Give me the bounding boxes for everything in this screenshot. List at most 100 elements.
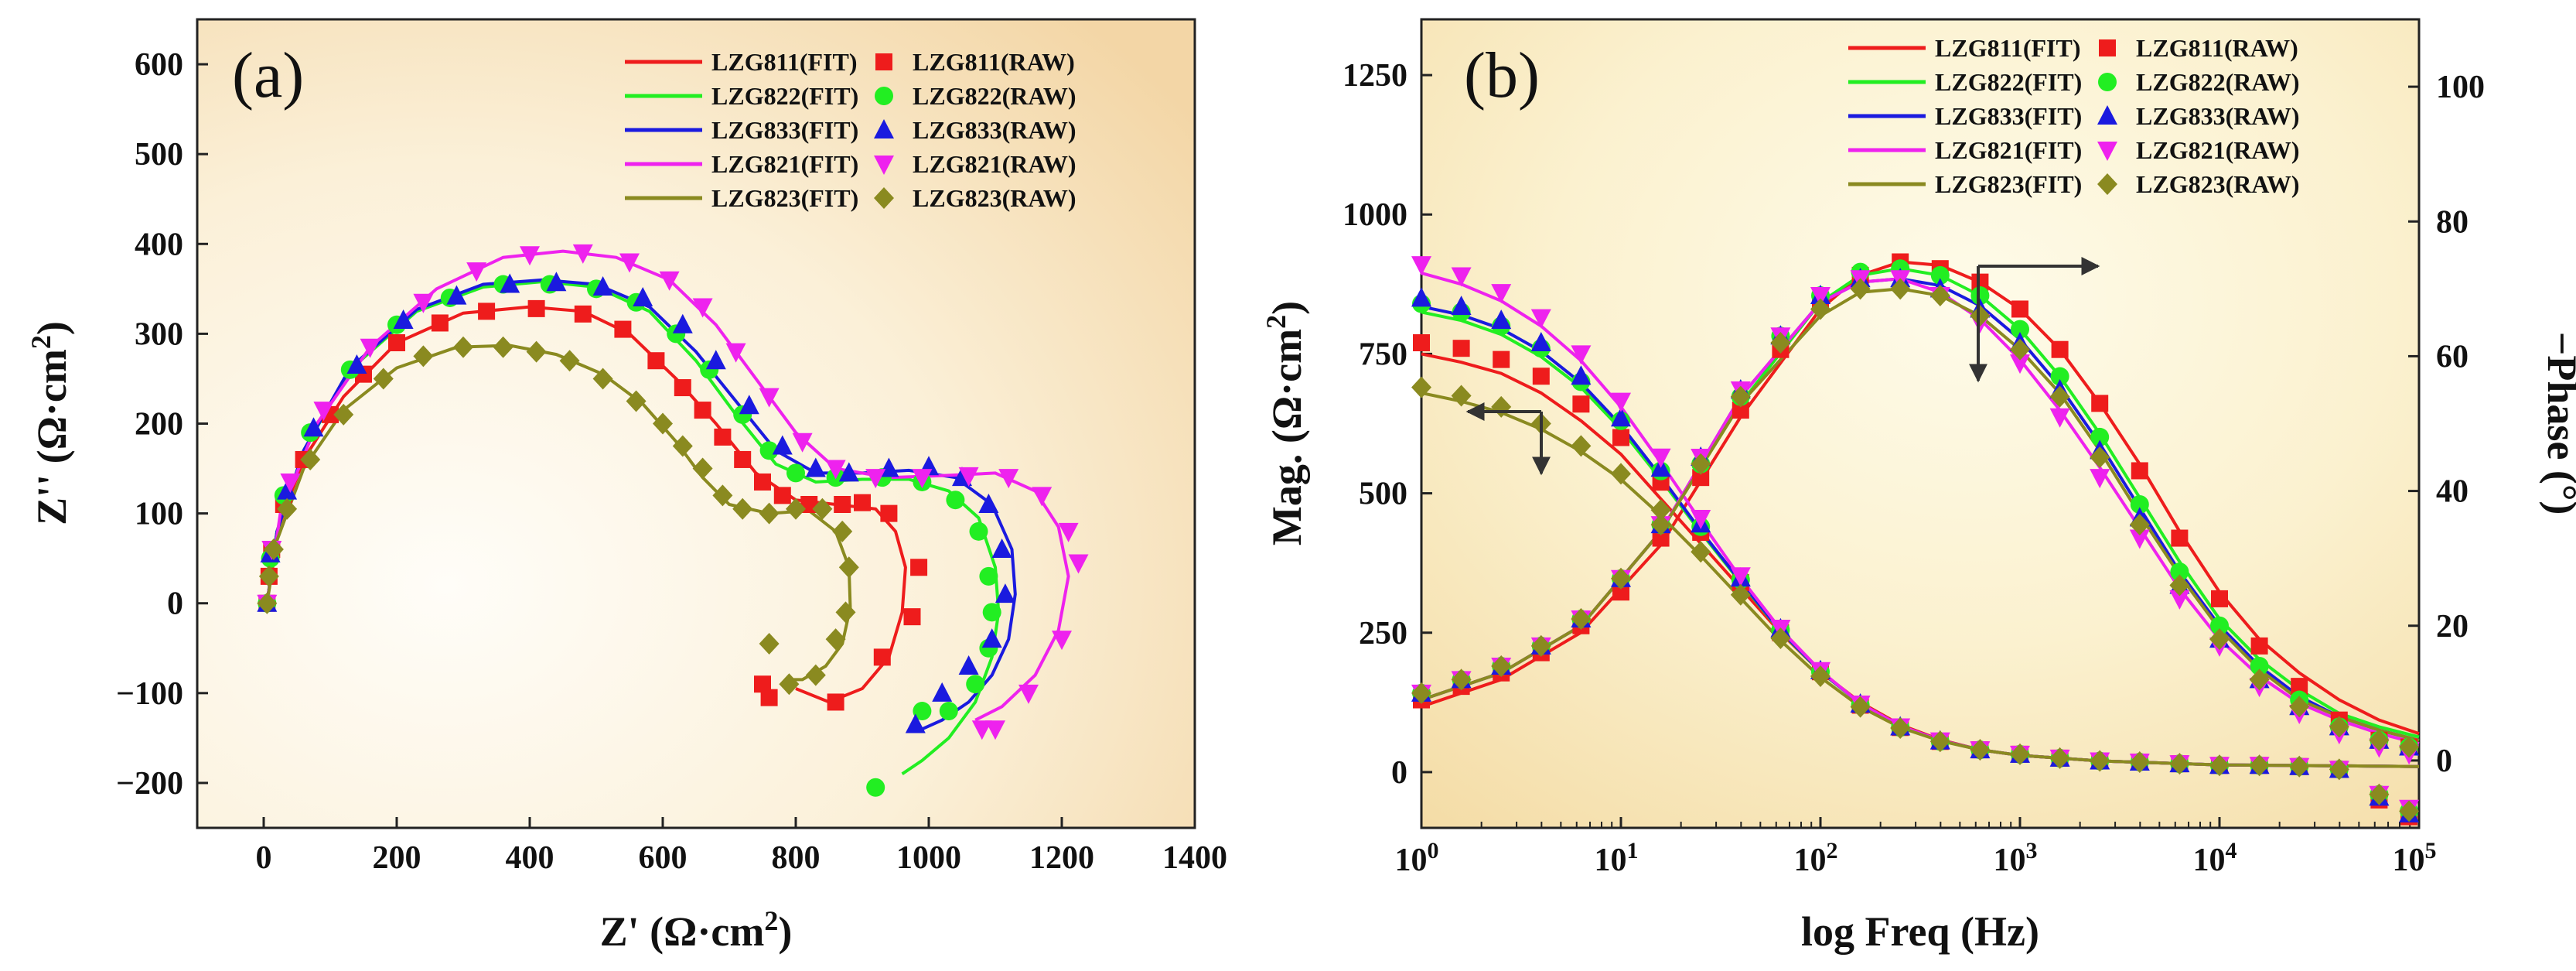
phase-raw-point-lzg823 bbox=[1810, 298, 1830, 320]
legend-fit-label-lzg821: LZG821(FIT) bbox=[711, 150, 858, 178]
y-tick-label: 200 bbox=[135, 407, 183, 443]
mag-raw-point-lzg823 bbox=[1730, 583, 1751, 606]
panel-a-y-axis-title: Z'' (Ω·cm2) bbox=[26, 321, 75, 525]
mag-raw-point-lzg821 bbox=[1650, 448, 1671, 468]
mag-raw-point-lzg823 bbox=[2399, 800, 2420, 822]
raw-point-lzg823 bbox=[592, 368, 613, 390]
phase-raw-point-lzg823 bbox=[2329, 716, 2349, 738]
phase-raw-point-lzg811 bbox=[1652, 529, 1670, 547]
y-tick-label: 500 bbox=[135, 137, 183, 173]
raw-point-lzg823 bbox=[835, 601, 856, 624]
mag-raw-point-lzg823 bbox=[1970, 739, 1991, 761]
legend-raw-label-lzg821: LZG821(RAW) bbox=[913, 150, 1076, 178]
raw-point-lzg833 bbox=[633, 286, 653, 306]
raw-point-lzg821 bbox=[759, 388, 780, 408]
panel-a-label: (a) bbox=[232, 39, 304, 111]
mag-raw-point-lzg821 bbox=[1571, 345, 1592, 365]
x-tick-label: 1000 bbox=[896, 840, 961, 876]
panel-b: 100 101 102 103 104 105 0 250 500 750 1000 1250 0 20 4… bbox=[1261, 18, 2576, 955]
mag-raw-point-lzg823 bbox=[1691, 541, 1711, 563]
phase-raw-point-lzg823 bbox=[2399, 736, 2420, 758]
phase-raw-point-lzg811 bbox=[2091, 395, 2109, 412]
panel-b-annotation-arrows bbox=[1465, 257, 2100, 476]
legend-raw-marker-lzg823 bbox=[874, 187, 894, 209]
raw-point-lzg821 bbox=[958, 467, 979, 487]
raw-point-lzg823 bbox=[559, 350, 580, 372]
mag-raw-point-lzg823 bbox=[2129, 750, 2150, 773]
raw-point-lzg833 bbox=[805, 457, 826, 477]
raw-point-lzg833 bbox=[981, 628, 1002, 648]
raw-point-lzg811 bbox=[903, 608, 921, 626]
raw-point-lzg833 bbox=[978, 494, 999, 513]
legend-raw-label-lzg823: LZG823(RAW) bbox=[2136, 170, 2300, 198]
raw-point-lzg811 bbox=[614, 320, 632, 338]
phase-raw-point-lzg823 bbox=[1730, 385, 1751, 408]
legend-raw-marker-lzg821 bbox=[2097, 142, 2117, 161]
raw-point-lzg823 bbox=[759, 502, 780, 525]
raw-point-lzg833 bbox=[672, 313, 693, 333]
raw-point-lzg823 bbox=[812, 497, 833, 520]
raw-point-lzg823 bbox=[732, 497, 753, 520]
raw-point-lzg821 bbox=[1058, 522, 1079, 542]
raw-point-lzg821 bbox=[971, 720, 992, 740]
panel-a-ticks: 0 200 400 600 800 1000 1200 1400 −200 −100 0 100 200… bbox=[116, 47, 1227, 876]
legend-fit-label-lzg833: LZG833(FIT) bbox=[1935, 102, 2082, 130]
raw-point-lzg822 bbox=[966, 675, 985, 694]
mag-raw-point-lzg823 bbox=[2169, 753, 2190, 775]
x-tick-label: 103 bbox=[1994, 838, 2038, 879]
legend-fit-label-lzg822: LZG822(FIT) bbox=[711, 82, 858, 110]
legend-raw-label-lzg811: LZG811(RAW) bbox=[2136, 34, 2298, 62]
panel-a-x-axis-title: Z' (Ω·cm2) bbox=[600, 905, 793, 955]
raw-point-lzg823 bbox=[825, 628, 846, 651]
phase-raw-point-lzg823 bbox=[2289, 696, 2310, 718]
raw-point-lzg821 bbox=[1018, 684, 1039, 704]
phase-raw-point-lzg823 bbox=[1929, 285, 1950, 307]
mag-raw-point-lzg811 bbox=[1452, 340, 1470, 357]
y-tick-label: 0 bbox=[167, 586, 183, 622]
raw-point-lzg833 bbox=[446, 285, 467, 305]
raw-point-lzg811 bbox=[760, 689, 778, 706]
phase-raw-point-lzg821 bbox=[2090, 469, 2110, 489]
mag-raw-point-lzg823 bbox=[2369, 783, 2390, 805]
phase-raw-point-lzg811 bbox=[2211, 590, 2228, 607]
raw-point-lzg823 bbox=[373, 368, 394, 390]
raw-point-lzg823 bbox=[453, 336, 473, 358]
raw-point-lzg821 bbox=[360, 338, 380, 358]
y-tick-label: 1250 bbox=[1343, 58, 1407, 94]
phase-raw-point-lzg823 bbox=[2010, 338, 2030, 361]
legend-fit-label-lzg821: LZG821(FIT) bbox=[1935, 136, 2082, 164]
raw-point-lzg821 bbox=[912, 469, 933, 489]
panel-b-x-axis-title: log Freq (Hz) bbox=[1801, 908, 2039, 955]
mag-raw-point-lzg823 bbox=[2249, 754, 2270, 777]
phase-raw-point-lzg823 bbox=[1411, 682, 1431, 704]
legend-fit-label-lzg823: LZG823(FIT) bbox=[711, 184, 858, 212]
y-tick-label: 0 bbox=[1391, 755, 1407, 791]
legend-raw-marker-lzg811 bbox=[875, 53, 892, 70]
phase-raw-point-lzg823 bbox=[1970, 305, 1991, 327]
mag-raw-point-lzg823 bbox=[1650, 499, 1671, 521]
mag-raw-point-lzg833 bbox=[1611, 407, 1631, 427]
x-tick-label: 1400 bbox=[1162, 840, 1227, 876]
phase-raw-point-lzg811 bbox=[1692, 469, 1710, 487]
raw-point-lzg823 bbox=[257, 592, 278, 614]
y-tick-label: −200 bbox=[116, 766, 183, 802]
phase-raw-point-lzg811 bbox=[1732, 402, 1749, 419]
y-tick-label: −100 bbox=[116, 676, 183, 712]
legend-raw-label-lzg822: LZG822(RAW) bbox=[913, 82, 1076, 110]
y-tick-label: 400 bbox=[135, 227, 183, 262]
raw-point-lzg833 bbox=[346, 354, 367, 374]
phase-raw-point-lzg823 bbox=[1691, 453, 1711, 475]
raw-point-lzg811 bbox=[527, 299, 545, 317]
raw-point-lzg821 bbox=[313, 402, 334, 422]
raw-point-lzg823 bbox=[712, 484, 733, 507]
phase-raw-point-lzg811 bbox=[1971, 273, 1989, 291]
y-tick-label: 100 bbox=[135, 497, 183, 532]
raw-point-lzg821 bbox=[725, 343, 746, 363]
raw-point-lzg823 bbox=[759, 632, 780, 655]
y2-tick-label: 0 bbox=[2436, 744, 2452, 779]
phase-raw-point-lzg823 bbox=[2169, 574, 2190, 597]
mag-raw-point-lzg823 bbox=[2049, 747, 2070, 769]
raw-point-lzg833 bbox=[991, 538, 1012, 559]
mag-raw-point-lzg821 bbox=[1530, 309, 1551, 329]
